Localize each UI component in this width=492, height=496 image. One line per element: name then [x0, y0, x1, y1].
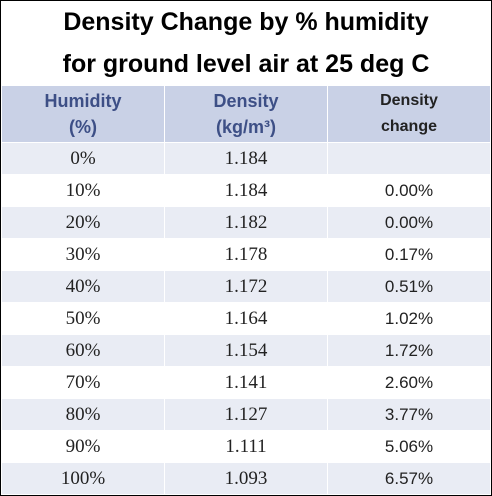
table-row: 30% 1.178 0.17%	[1, 238, 491, 271]
header-row: Humidity (%) Density (kg/m³) Density change	[1, 85, 491, 143]
table-cell: 0%	[1, 142, 165, 175]
header-cell: Humidity (%)	[1, 85, 165, 143]
title: for ground level air at 25 deg C	[62, 50, 430, 78]
header-cell: Density change	[327, 85, 491, 143]
table-row: 20% 1.182 0.00%	[1, 206, 491, 239]
table-row: 10% 1.184 0.00%	[1, 174, 491, 207]
header-text: (%)	[69, 117, 97, 137]
table-row: 80% 1.127 3.77%	[1, 398, 491, 431]
header-cell: Density (kg/m³)	[164, 85, 328, 143]
table-cell: 1.127	[164, 398, 328, 431]
table-cell: 1.178	[164, 238, 328, 271]
table-row: 50% 1.164 1.02%	[1, 302, 491, 335]
table-cell: 1.72%	[327, 334, 491, 367]
table-row: 0% 1.184	[1, 142, 491, 175]
header-text: (kg/m³)	[216, 117, 276, 137]
table-row: 40% 1.172 0.51%	[1, 270, 491, 303]
table-cell: 1.02%	[327, 302, 491, 335]
header-text: Density	[213, 91, 279, 111]
table-row: 60% 1.154 1.72%	[1, 334, 491, 367]
table-cell: 1.184	[164, 174, 328, 207]
table-cell: 30%	[1, 238, 165, 271]
table-body: 0% 1.184 10% 1.184 0.00% 20% 1.182 0.00% 30% 1.17…	[1, 142, 491, 495]
header-text: Humidity	[44, 91, 122, 111]
header-text: Density	[380, 92, 438, 109]
table-cell: 1.164	[164, 302, 328, 335]
table-cell: 5.06%	[327, 430, 491, 463]
table-cell: 6.57%	[327, 462, 491, 495]
table-cell: 80%	[1, 398, 165, 431]
table-cell: 2.60%	[327, 366, 491, 399]
table-row: 90% 1.111 5.06%	[1, 430, 491, 463]
table-cell: 1.172	[164, 270, 328, 303]
table-cell: 0.00%	[327, 174, 491, 207]
table-cell: 0.17%	[327, 238, 491, 271]
table-cell: 70%	[1, 366, 165, 399]
table-cell: 0.00%	[327, 206, 491, 239]
table-cell	[327, 142, 491, 175]
table-cell: 60%	[1, 334, 165, 367]
table-cell: 1.111	[164, 430, 328, 463]
table-cell: 1.154	[164, 334, 328, 367]
table-cell: 40%	[1, 270, 165, 303]
table-cell: 1.182	[164, 206, 328, 239]
table-cell: 3.77%	[327, 398, 491, 431]
table-row: 70% 1.141 2.60%	[1, 366, 491, 399]
table: Humidity (%) Density (kg/m³) Density change…	[1, 85, 491, 495]
table-cell: 100%	[1, 462, 165, 495]
title: Density Change by % humidity	[63, 8, 429, 36]
table-cell: 20%	[1, 206, 165, 239]
table-row: 100% 1.093 6.57%	[1, 462, 491, 495]
table-cell: 1.184	[164, 142, 328, 175]
table-cell: 0.51%	[327, 270, 491, 303]
header-text: change	[380, 118, 437, 135]
table-cell: 1.093	[164, 462, 328, 495]
table-cell: 50%	[1, 302, 165, 335]
table-cell: 90%	[1, 430, 165, 463]
table-cell: 10%	[1, 174, 165, 207]
table-cell: 1.141	[164, 366, 328, 399]
